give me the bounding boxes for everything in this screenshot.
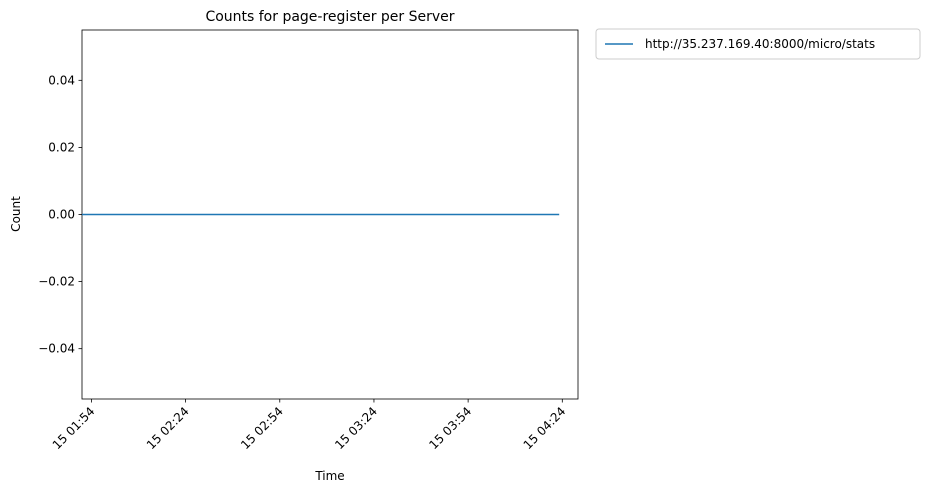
legend: http://35.237.169.40:8000/micro/stats bbox=[595, 28, 921, 60]
y-axis-label: Count bbox=[9, 196, 23, 232]
x-tick-label: 15 03:54 bbox=[426, 404, 474, 452]
x-tick-label: 15 02:24 bbox=[144, 404, 192, 452]
y-tick-label: 0.00 bbox=[48, 208, 75, 222]
y-tick-label: 0.02 bbox=[48, 140, 75, 154]
x-axis-label: Time bbox=[314, 469, 344, 483]
x-tick-label: 15 04:24 bbox=[521, 404, 569, 452]
y-tick-label: 0.04 bbox=[48, 73, 75, 87]
legend-box bbox=[595, 28, 921, 60]
legend-label: http://35.237.169.40:8000/micro/stats bbox=[645, 37, 875, 51]
plot-area: 0.04 0.02 0.00 −0.02 −0.04 15 01:54 15 02:24 15… bbox=[38, 29, 579, 452]
x-tick-label: 15 01:54 bbox=[50, 404, 98, 452]
x-tick-label: 15 02:54 bbox=[238, 404, 286, 452]
y-tick-label: −0.02 bbox=[38, 275, 75, 289]
y-tick-label: −0.04 bbox=[38, 342, 75, 356]
chart-title: Counts for page-register per Server bbox=[205, 9, 454, 25]
x-tick-label: 15 03:24 bbox=[332, 404, 380, 452]
